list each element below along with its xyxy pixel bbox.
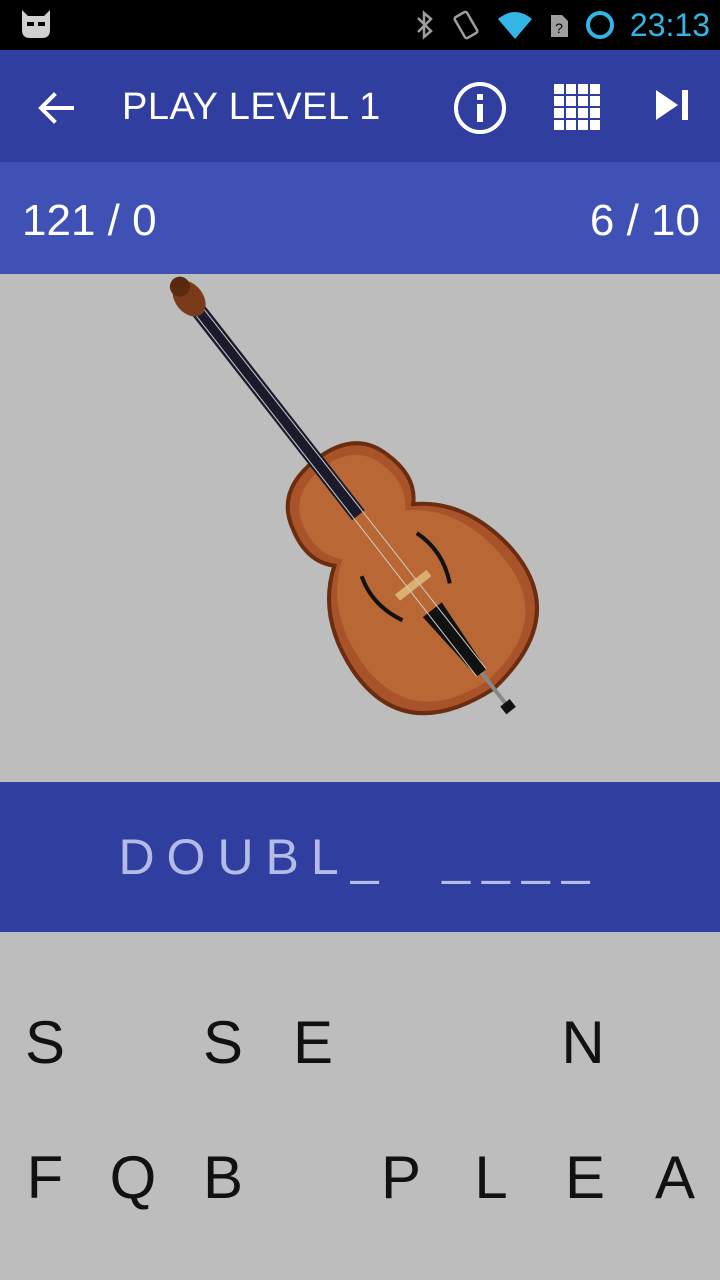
svg-text:?: ? xyxy=(555,20,563,36)
status-bar: ? 23:13 xyxy=(0,0,720,50)
letter-key[interactable] xyxy=(448,987,538,1097)
info-icon[interactable] xyxy=(452,80,508,136)
letter-key[interactable] xyxy=(90,987,180,1097)
score-display: 121 / 0 xyxy=(22,196,157,245)
letter-key[interactable]: F xyxy=(26,1143,64,1211)
battery-ring-icon xyxy=(585,11,614,39)
letter-key[interactable]: A xyxy=(654,1143,696,1211)
letter-key[interactable]: B xyxy=(202,1143,244,1211)
progress-display: 6 / 10 xyxy=(589,196,700,245)
arrow-left-icon[interactable] xyxy=(32,84,80,132)
letter-key[interactable]: N xyxy=(561,1008,605,1076)
letter-key[interactable] xyxy=(268,1122,358,1232)
answer-bar: DOUBL_ ____ xyxy=(0,782,720,932)
letter-key[interactable] xyxy=(628,987,718,1097)
page-title: PLAY LEVEL 1 xyxy=(122,86,381,128)
bluetooth-icon xyxy=(417,10,433,40)
letter-keyboard: S S E N F Q B P L E A xyxy=(0,932,720,1280)
letter-key[interactable]: L xyxy=(474,1143,508,1211)
cyanogen-robot-icon xyxy=(22,10,50,38)
app-bar: PLAY LEVEL 1 xyxy=(0,50,720,162)
answer-text: DOUBL_ ____ xyxy=(118,829,602,885)
grid-icon[interactable] xyxy=(552,82,602,132)
letter-key[interactable]: S xyxy=(202,1008,244,1076)
letter-key[interactable]: E xyxy=(292,1008,334,1076)
vibrate-icon xyxy=(453,10,479,40)
skip-next-icon[interactable] xyxy=(648,80,698,130)
status-icons: ? 23:13 xyxy=(414,0,710,50)
double-bass-icon xyxy=(169,276,540,716)
puzzle-image-area xyxy=(0,274,720,782)
letter-key[interactable] xyxy=(358,987,448,1097)
score-bar: 121 / 0 6 / 10 xyxy=(0,162,720,274)
clock: 23:13 xyxy=(629,6,710,43)
letter-key[interactable]: Q xyxy=(109,1143,157,1211)
letter-key[interactable]: P xyxy=(380,1143,422,1211)
letter-key[interactable]: S xyxy=(24,1008,66,1076)
letter-key[interactable]: E xyxy=(564,1143,606,1211)
wifi-icon xyxy=(497,12,532,39)
sim-icon: ? xyxy=(550,15,568,37)
